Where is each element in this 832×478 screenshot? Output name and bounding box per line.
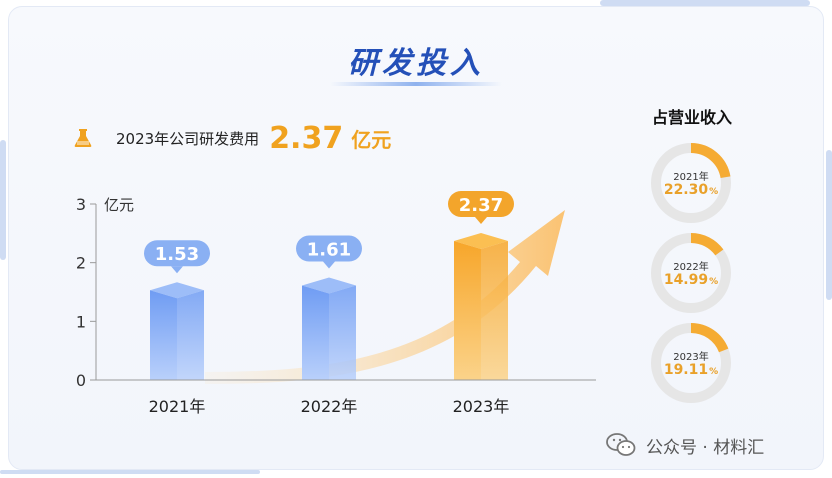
bar-face-right: [329, 285, 356, 380]
frame-decoration: [0, 140, 6, 260]
trend-arrow: [205, 210, 565, 384]
x-tick-label: 2021年: [149, 397, 206, 416]
bar-value-badge: [448, 190, 514, 217]
summary-unit: 亿元: [351, 127, 392, 152]
ratio-donut: 2021年 22.30%: [648, 140, 734, 226]
donut-percent-value: 19.11: [663, 362, 709, 378]
flask-icon: [74, 129, 92, 147]
donut-percent-label: 19.11%: [648, 362, 734, 378]
bar-value-label: 2.37: [459, 195, 503, 216]
donut-slice: [651, 323, 731, 403]
x-tick-label: 2023年: [453, 397, 510, 416]
badge-pointer: [323, 261, 335, 269]
bar-face-left: [302, 285, 329, 380]
bar-face-right: [481, 240, 508, 380]
frame-decoration: [600, 0, 810, 6]
donut-ring: [651, 323, 731, 403]
badge-pointer: [171, 266, 183, 274]
frame-decoration: [826, 150, 832, 300]
summary-line: 2023年公司研发费用 2.37 亿元: [72, 118, 391, 158]
y-tick-label: 2: [76, 254, 86, 273]
donut-slice: [651, 233, 731, 313]
bar-face-right: [177, 290, 204, 380]
watermark: 公众号 · 材料汇: [606, 432, 764, 458]
bar-value-badge: [296, 235, 362, 262]
donut-year-label: 2022年: [673, 262, 709, 273]
ratio-donut: 2023年 19.11%: [648, 320, 734, 406]
donut-year-label: 2021年: [673, 172, 709, 183]
watermark-text: 公众号 · 材料汇: [646, 437, 765, 458]
y-axis-label: 亿元: [104, 196, 134, 214]
y-tick-label: 1: [76, 312, 86, 331]
bar-value-badge: [144, 240, 210, 267]
bar: 1.61: [296, 235, 362, 380]
bar-value-label: 1.61: [307, 240, 351, 261]
donut-percent-symbol: %: [709, 187, 719, 197]
frame-decoration: [0, 470, 260, 474]
donut-percent-label: 22.30%: [648, 182, 734, 198]
donut-percent-symbol: %: [709, 367, 719, 377]
ratio-title: 占营业收入: [651, 108, 732, 127]
x-tick-label: 2022年: [301, 397, 358, 416]
donut-slice: [651, 143, 731, 223]
bar: 2.37: [448, 190, 514, 380]
donut-percent-value: 22.30: [663, 182, 709, 198]
title-underline: [330, 82, 502, 86]
y-tick-label: 0: [76, 371, 86, 390]
donut-percent-symbol: %: [709, 277, 719, 287]
badge-pointer: [475, 216, 487, 224]
donut-ring: [651, 233, 731, 313]
wechat-icon: [606, 433, 636, 456]
donut-year-label: 2023年: [673, 352, 709, 363]
donut-percent-value: 14.99: [663, 272, 709, 288]
page-title: 研发投入: [348, 46, 484, 81]
summary-label: 2023年公司研发费用: [116, 129, 260, 148]
donut-percent-label: 14.99%: [648, 272, 734, 288]
bar-value-label: 1.53: [155, 244, 199, 265]
summary-value: 2.37: [269, 120, 344, 156]
y-tick-label: 3: [76, 195, 86, 214]
bar: 1.53: [144, 240, 210, 380]
donut-ring: [651, 143, 731, 223]
ratio-donut: 2022年 14.99%: [648, 230, 734, 316]
bar-face-left: [150, 290, 177, 380]
bar-face-left: [454, 240, 481, 380]
